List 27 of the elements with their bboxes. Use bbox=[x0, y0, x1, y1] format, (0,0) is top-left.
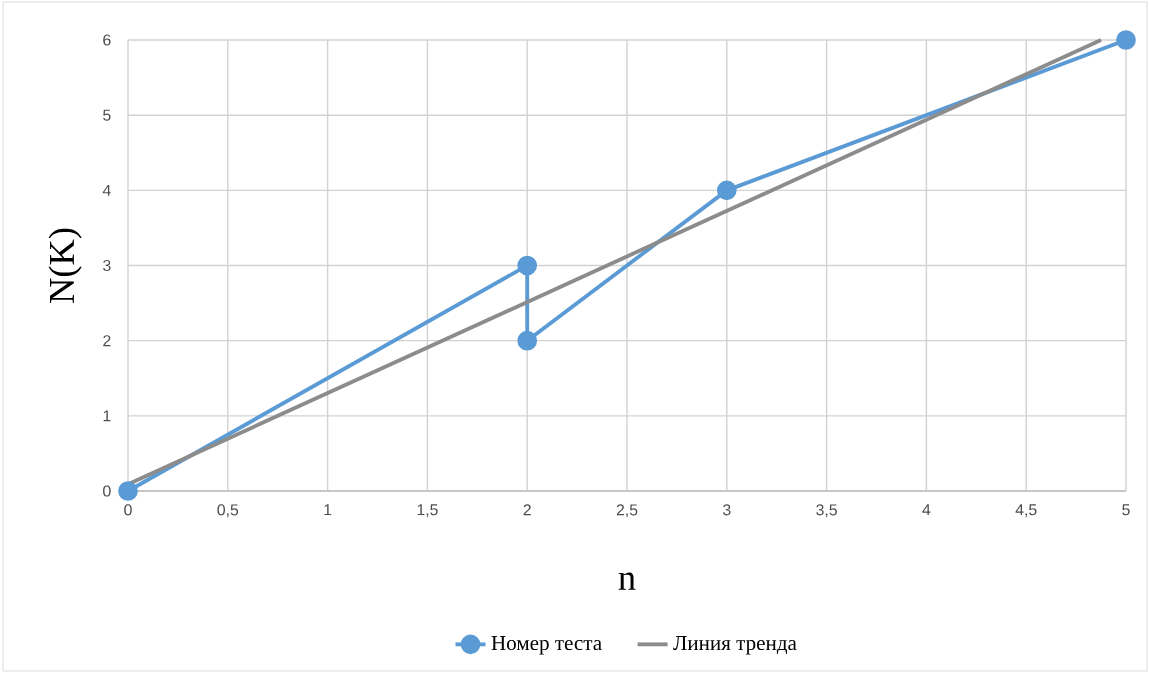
point bbox=[118, 481, 138, 501]
y-tick-label: 2 bbox=[103, 335, 111, 347]
x-tick-label: 4,5 bbox=[1015, 504, 1037, 518]
x-tick-label: 3,5 bbox=[816, 504, 837, 518]
point bbox=[517, 330, 538, 351]
x-axis-title: n bbox=[618, 572, 636, 590]
x-tick-label: 2,5 bbox=[616, 504, 638, 518]
x-tick-label: 3 bbox=[723, 504, 731, 516]
y-tick-label: 5 bbox=[103, 109, 111, 121]
point bbox=[716, 180, 737, 201]
legend-label: Номер теста bbox=[491, 636, 602, 655]
y-tick-label: 6 bbox=[103, 34, 111, 46]
x-tick-label: 0,5 bbox=[217, 504, 239, 518]
point bbox=[517, 255, 538, 276]
y-tick-label: 1 bbox=[103, 410, 111, 422]
x-tick-label: 0 bbox=[124, 504, 132, 516]
point bbox=[1116, 30, 1136, 50]
y-axis-title: N(K) bbox=[48, 228, 82, 303]
x-tick-label: 5 bbox=[1122, 504, 1130, 516]
x-tick-label: 1 bbox=[324, 504, 332, 516]
y-tick-label: 3 bbox=[103, 259, 111, 272]
y-tick-label: 0 bbox=[103, 485, 111, 497]
x-tick-label: 1,5 bbox=[417, 504, 438, 518]
x-tick-label: 4 bbox=[922, 504, 931, 516]
x-tick-label: 2 bbox=[523, 504, 531, 516]
y-tick-label: 4 bbox=[102, 184, 111, 196]
legend-label: Линия тренда bbox=[673, 636, 797, 655]
